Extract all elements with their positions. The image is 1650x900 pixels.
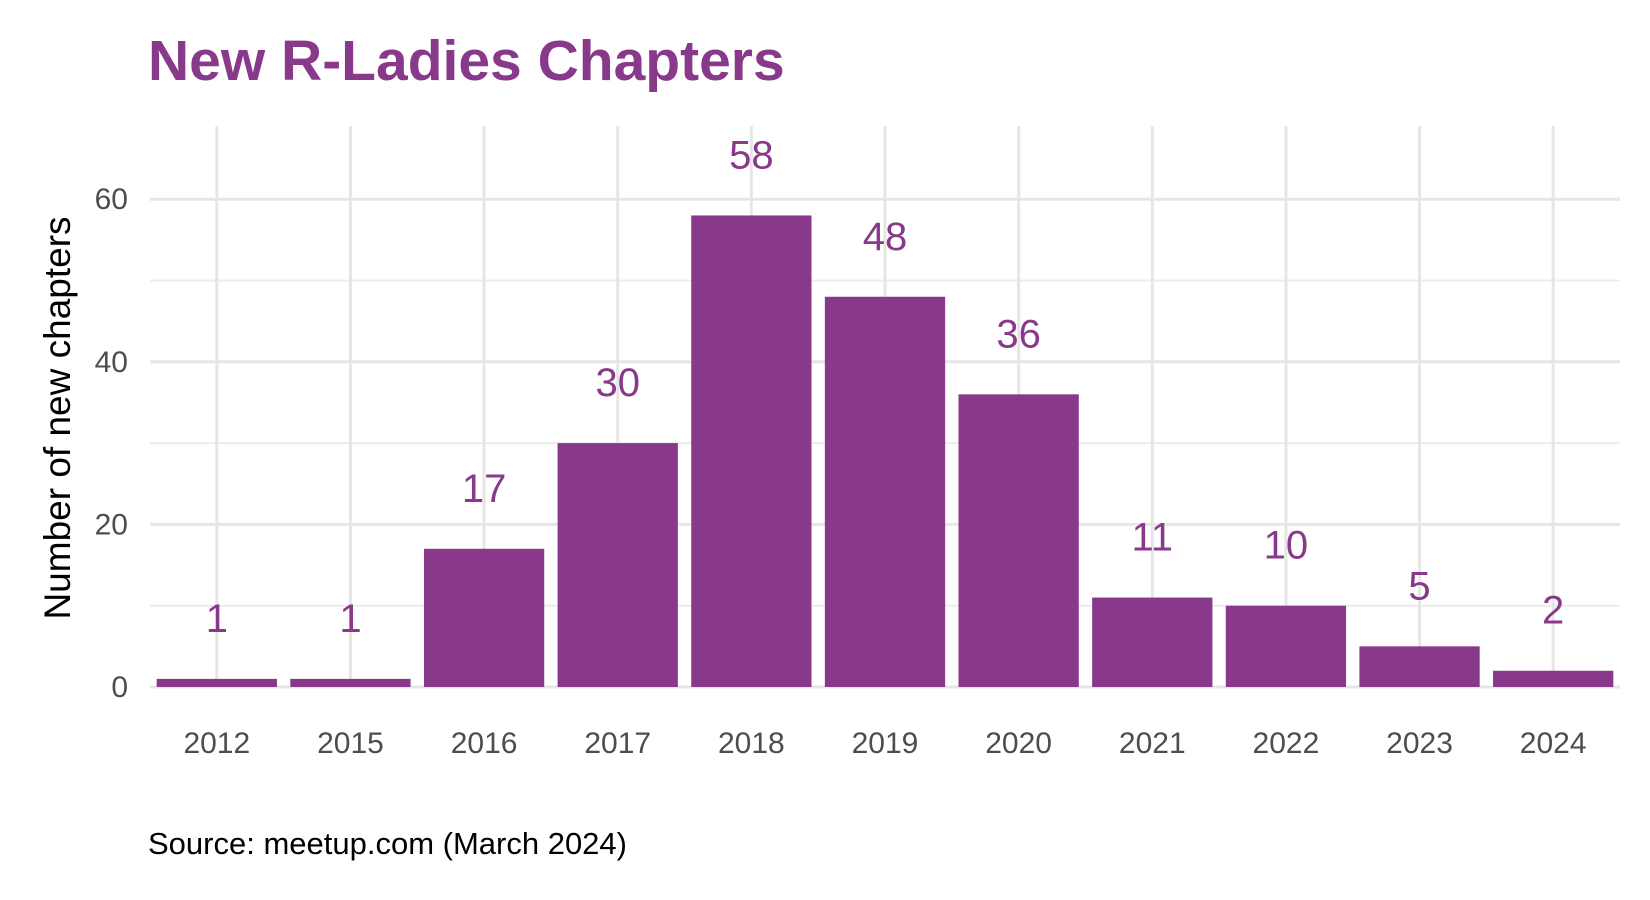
x-tick-label: 2024	[1520, 727, 1587, 760]
x-tick-label: 2022	[1253, 727, 1320, 760]
y-tick-label: 0	[111, 671, 128, 704]
x-tick-label: 2016	[451, 727, 518, 760]
bar-value-label: 11	[1132, 516, 1174, 560]
bar-value-label: 58	[729, 133, 774, 177]
x-tick-label: 2012	[183, 727, 250, 760]
bar	[290, 678, 411, 687]
bar-series	[156, 215, 1614, 687]
bar-value-label: 5	[1408, 564, 1430, 608]
bar	[824, 296, 946, 687]
bar	[1225, 605, 1347, 687]
x-tick-label: 2019	[852, 727, 919, 760]
bar-value-label: 17	[462, 467, 507, 511]
bar	[156, 678, 277, 687]
bar	[423, 548, 545, 687]
x-tick-label: 2015	[317, 727, 384, 760]
bar-value-label: 48	[863, 215, 908, 259]
bar	[691, 215, 812, 687]
chart-title: New R-Ladies Chapters	[148, 29, 785, 93]
x-tick-label: 2020	[985, 727, 1052, 760]
y-tick-label: 40	[95, 346, 128, 379]
bar-value-label: 10	[1264, 524, 1309, 568]
bar	[1092, 597, 1213, 687]
x-axis-ticks: 2012 2015 2016 2017 2018 2019 2020 2021 2022 2023…	[183, 727, 1586, 760]
x-tick-label: 2017	[584, 727, 651, 760]
bar-value-label: 36	[996, 312, 1041, 356]
x-tick-label: 2021	[1119, 727, 1186, 760]
bar-value-label: 1	[206, 597, 228, 641]
chart-caption: Source: meetup.com (March 2024)	[148, 826, 627, 861]
y-axis-ticks: 0 20 40 60	[95, 183, 128, 704]
y-axis-title: Number of new chapters	[37, 216, 78, 619]
bar-value-label: 2	[1542, 589, 1564, 633]
bar	[557, 443, 678, 687]
bar	[1359, 646, 1480, 687]
x-tick-label: 2023	[1386, 727, 1453, 760]
y-tick-label: 20	[95, 508, 128, 541]
bar	[1493, 670, 1614, 687]
bar-value-label: 1	[339, 597, 361, 641]
x-tick-label: 2018	[718, 727, 785, 760]
bar	[958, 394, 1079, 687]
bar-value-label: 30	[595, 361, 640, 405]
y-tick-label: 60	[95, 183, 128, 216]
